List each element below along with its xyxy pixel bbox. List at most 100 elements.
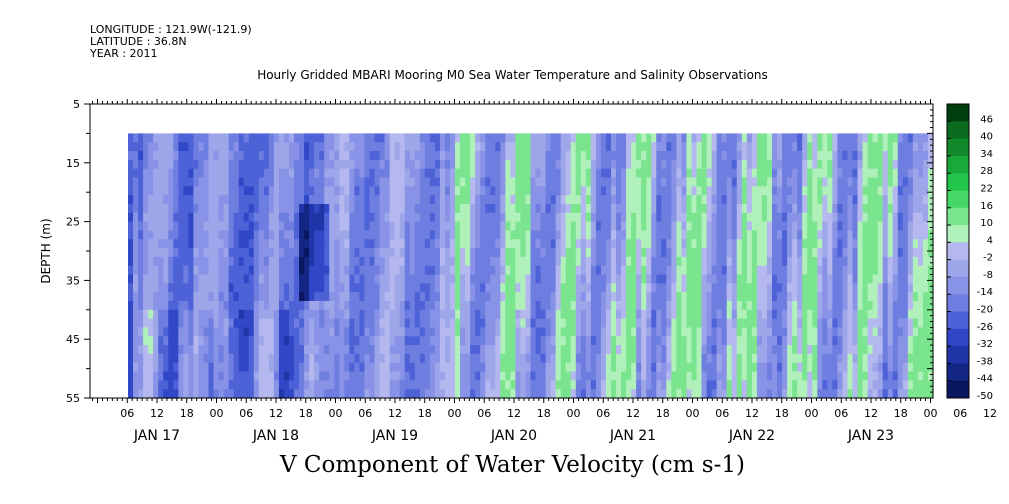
heatmap-cell (565, 371, 572, 381)
heatmap-cell (631, 362, 637, 373)
heatmap-cell (339, 353, 345, 364)
heatmap-cell (278, 142, 285, 152)
heatmap-cell (278, 327, 285, 337)
heatmap-cell (681, 168, 688, 179)
heatmap-cell (651, 195, 657, 205)
heatmap-cell (148, 133, 154, 143)
heatmap-cell (429, 353, 436, 364)
heatmap-cell (862, 186, 869, 196)
heatmap-cell (575, 389, 582, 399)
heatmap-cell (133, 274, 139, 284)
heatmap-cell (409, 177, 416, 187)
heatmap-cell (309, 195, 315, 205)
heatmap-cell (450, 230, 456, 240)
heatmap-cell (203, 133, 210, 143)
heatmap-cell (545, 230, 552, 240)
heatmap-cell (213, 389, 220, 399)
heatmap-cell (590, 221, 597, 232)
heatmap-cell (782, 327, 788, 337)
heatmap-cell (671, 239, 678, 249)
heatmap-cell (641, 300, 647, 311)
heatmap-cell (500, 345, 506, 355)
heatmap-cell (500, 248, 506, 258)
heatmap-cell (525, 142, 532, 152)
heatmap-cell (268, 389, 275, 399)
heatmap-cell (500, 177, 506, 187)
heatmap-cell (832, 212, 839, 223)
heatmap-cell (319, 362, 325, 373)
heatmap-cell (726, 195, 733, 205)
heatmap-cell (364, 327, 371, 337)
heatmap-cell (751, 309, 758, 320)
heatmap-cell (922, 300, 929, 311)
heatmap-cell (515, 195, 522, 205)
heatmap-cell (746, 345, 753, 355)
heatmap-cell (802, 168, 808, 179)
heatmap-cell (480, 265, 486, 276)
heatmap-cell (299, 248, 305, 258)
heatmap-cell (374, 230, 381, 240)
heatmap-cell (897, 212, 904, 223)
heatmap-cell (832, 256, 839, 267)
heatmap-cell (711, 256, 718, 267)
heatmap-cell (892, 177, 899, 187)
heatmap-cell (721, 327, 728, 337)
heatmap-cell (832, 353, 839, 364)
heatmap-cell (173, 283, 179, 293)
heatmap-cell (605, 274, 612, 284)
heatmap-cell (540, 195, 547, 205)
heatmap-cell (314, 274, 320, 284)
heatmap-cell (631, 309, 637, 320)
heatmap-cell (404, 309, 411, 320)
heatmap-cell (374, 380, 381, 390)
heatmap-cell (605, 309, 612, 320)
heatmap-cell (766, 318, 773, 329)
heatmap-cell (268, 300, 275, 311)
heatmap-cell (429, 195, 436, 205)
heatmap-cell (605, 336, 612, 346)
heatmap-cell (666, 327, 672, 337)
heatmap-cell (575, 336, 582, 346)
heatmap-cell (741, 203, 748, 214)
heatmap-cell (560, 300, 567, 311)
heatmap-cell (455, 300, 461, 311)
heatmap-cell (681, 151, 688, 161)
heatmap-cell (434, 212, 441, 223)
heatmap-cell (787, 239, 793, 249)
heatmap-cell (485, 336, 491, 346)
heatmap-cell (490, 300, 496, 311)
heatmap-cell (585, 362, 592, 373)
heatmap-cell (178, 265, 184, 276)
heatmap-cell (706, 353, 713, 364)
heatmap-cell (364, 256, 371, 267)
heatmap-cell (887, 300, 894, 311)
heatmap-cell (701, 309, 708, 320)
heatmap-cell (772, 177, 778, 187)
heatmap-cell (278, 274, 285, 284)
heatmap-cell (721, 309, 728, 320)
heatmap-cell (263, 256, 270, 267)
heatmap-cell (273, 248, 280, 258)
heatmap-cell (787, 292, 793, 302)
heatmap-cell (736, 248, 743, 258)
heatmap-cell (299, 159, 305, 170)
heatmap-cell (671, 186, 678, 196)
heatmap-cell (228, 362, 235, 373)
heatmap-cell (766, 151, 773, 161)
heatmap-cell (133, 212, 139, 223)
heatmap-cell (535, 274, 542, 284)
heatmap-cell (626, 248, 632, 258)
heatmap-cell (726, 283, 733, 293)
heatmap-cell (344, 309, 350, 320)
heatmap-cell (822, 336, 828, 346)
heatmap-cell (153, 265, 159, 276)
heatmap-cell (198, 186, 205, 196)
heatmap-cell (671, 133, 678, 143)
heatmap-cell (661, 274, 667, 284)
heatmap-cell (193, 186, 200, 196)
heatmap-cell (228, 159, 235, 170)
heatmap-cell (862, 371, 869, 381)
heatmap-cell (756, 248, 763, 258)
heatmap-cell (656, 300, 662, 311)
heatmap-cell (641, 230, 647, 240)
